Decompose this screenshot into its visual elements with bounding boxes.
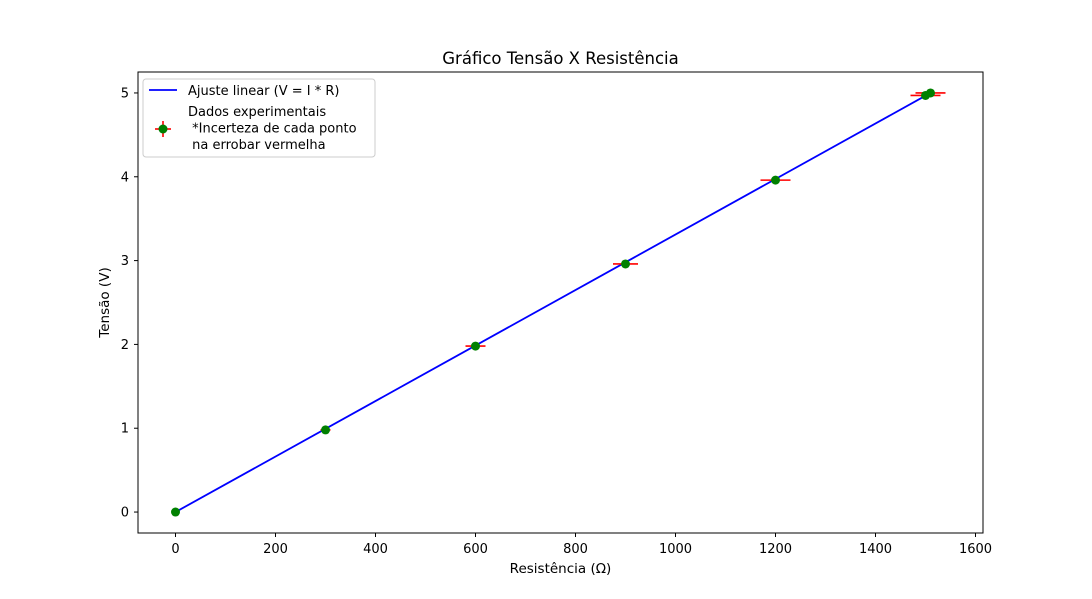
data-point [471,341,480,351]
x-tick-label: 1400 [859,542,892,557]
data-point [321,425,330,435]
legend-label-fit: Ajuste linear (V = I * R) [188,84,339,99]
y-axis-label: Tensão (V) [97,267,113,338]
y-tick-label: 2 [121,338,129,353]
plot-area [171,88,946,517]
x-axis-label: Resistência (Ω) [510,561,612,577]
legend: Ajuste linear (V = I * R) Dados experimen… [142,78,376,158]
legend-label-line: na errobar vermelha [188,138,326,153]
x-tick-label: 200 [263,542,288,557]
x-tick-label: 600 [463,542,488,557]
data-point [171,507,180,517]
x-tick-label: 1200 [759,542,792,557]
legend-label-line: *Incerteza de cada ponto [188,122,357,137]
x-tick-label: 1000 [659,542,692,557]
y-tick-label: 5 [121,86,129,101]
x-tick-label: 1600 [959,542,992,557]
y-tick-label: 1 [121,422,129,437]
legend-label-line: Dados experimentais [188,105,326,120]
y-tick-label: 4 [121,170,129,185]
axes-frame [137,71,984,534]
x-tick-label: 0 [171,542,179,557]
x-tick-label: 400 [363,542,388,557]
chart-title: Gráfico Tensão X Resistência [442,49,678,68]
y-tick-label: 0 [121,506,129,521]
x-tick-label: 800 [563,542,588,557]
data-point [926,88,935,98]
legend-point-swatch [158,124,168,134]
data-point [771,175,780,185]
legend-label-data: Dados experimentais *Incerteza de cada p… [188,105,357,153]
y-tick-label: 3 [121,254,129,269]
ticks: 0 200 400 600 800 1000 1200 1400 1600 0 1 2 3 4 5 [121,86,992,557]
legend-box [142,78,376,158]
data-point [621,259,630,269]
fit-line [175,92,931,513]
